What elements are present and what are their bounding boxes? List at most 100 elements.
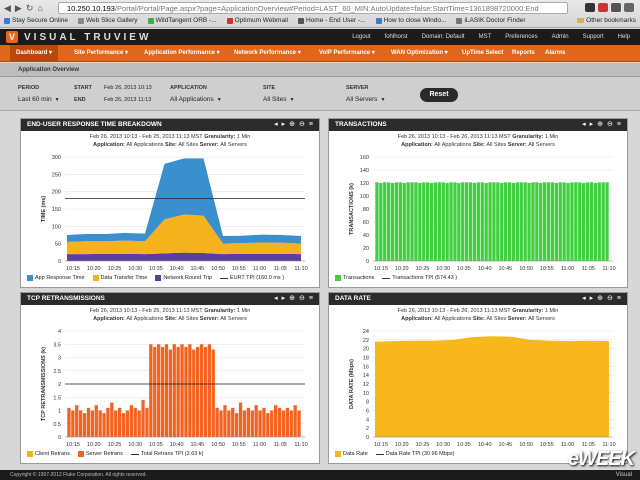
area-series-0 [67,252,301,261]
zoom-out-icon[interactable]: ⊖ [607,295,613,302]
menu-icon[interactable]: ≡ [308,295,313,302]
arrow-right-icon[interactable]: ▸ [281,295,286,302]
chevron-down-icon: ▼ [216,97,222,103]
panel-transactions: TRANSACTIONS ◂ ▸ ⊕ ⊖ ≡ Feb 26, 2013 10:13 - Fe… [328,118,628,288]
menu-icon[interactable]: ≡ [308,121,313,128]
header-link[interactable]: Logout [352,34,371,40]
header-link[interactable]: Help [617,34,630,40]
extension-icon[interactable] [598,3,608,12]
reload-icon[interactable]: ↻ [25,3,34,13]
zoom-in-icon[interactable]: ⊕ [597,121,604,128]
period-select[interactable]: Last 60 min ▼ [18,96,60,103]
bar [492,182,496,261]
legend-item[interactable]: Transactions TPI (574.43 ) [382,275,457,281]
nav-item[interactable]: WAN Optimization ▾ [391,50,448,56]
home-icon[interactable]: ⌂ [37,3,43,13]
zoom-out-icon[interactable]: ⊖ [299,295,305,302]
bookmark-item[interactable]: Web Slice Gallery [78,17,138,24]
x-tick-label: 10:20 [87,266,101,272]
bookmark-item[interactable]: WildTangent ORB -... [147,17,217,24]
bar [535,182,539,261]
menu-icon[interactable] [624,3,634,12]
bar [199,344,204,437]
application-val: All Applications [126,316,164,322]
x-tick-label: 11:05 [582,442,595,448]
bar [402,183,406,261]
nav-item[interactable]: Alarms [545,50,566,56]
legend-item[interactable]: Client Retrans [27,451,70,457]
nav-item[interactable]: VoIP Performance ▾ [319,50,375,56]
arrow-left-icon[interactable]: ◂ [274,121,278,128]
nav-item[interactable]: Application Performance ▾ [144,50,220,56]
bar [297,410,301,437]
bookmark-item[interactable]: How to close Windo... [375,17,446,24]
legend-item[interactable]: Network Round Trip [155,275,212,281]
y-tick-label: 24 [363,329,369,335]
application-select[interactable]: All Applications ▼ [170,96,222,103]
zoom-in-icon[interactable]: ⊕ [597,295,604,302]
address-bar[interactable]: 10.250.10.193/Portal/Portal/Page.aspx?pa… [58,2,568,14]
arrow-right-icon[interactable]: ▸ [589,121,594,128]
nav-item[interactable]: Network Performance ▾ [234,50,301,56]
arrow-right-icon[interactable]: ▸ [281,121,286,128]
nav-item[interactable]: UpTime Select [462,50,504,56]
x-tick-label: 11:05 [582,266,595,272]
x-tick-label: 10:45 [190,266,204,272]
back-icon[interactable]: ◀ [4,3,11,13]
header-link[interactable]: Support [582,34,604,40]
zoom-out-icon[interactable]: ⊖ [607,121,613,128]
legend-item[interactable]: Total Retrans TPI (2.63 k) [130,451,203,457]
y-tick-label: 0 [58,259,61,265]
bookmark-item[interactable]: iLASIK Doctor Finder [456,17,526,24]
legend-item[interactable]: Data Rate TPI (30.96 Mbps) [375,451,455,457]
legend-item[interactable]: App Response Time [27,275,85,281]
extension-icon[interactable] [585,3,595,12]
bar [274,405,278,437]
menu-icon[interactable]: ≡ [616,295,621,302]
menu-icon[interactable]: ≡ [616,121,621,128]
site-select[interactable]: All Sites ▼ [263,96,294,103]
bar [82,413,87,437]
y-tick-label: 3.5 [53,342,61,348]
other-bookmarks[interactable]: Other bookmarks [577,17,636,24]
legend-label: Data Rate TPI (30.96 Mbps) [385,451,455,457]
extension-icon[interactable] [611,3,621,12]
header-link[interactable]: Admin [551,34,569,40]
header-link[interactable]: Preferences [505,34,538,40]
bar [472,183,477,261]
nav-item[interactable]: Site Performance ▾ [74,50,129,56]
bar [394,182,399,261]
bookmark-item[interactable]: Optimum Webmail [226,17,288,24]
zoom-in-icon[interactable]: ⊕ [289,121,296,128]
legend-item[interactable]: Data Transfer Time [92,275,147,281]
granularity-label: Granularity: [510,134,545,140]
bar [523,182,527,261]
application-key: Application: [93,142,127,148]
legend-item[interactable]: Server Retrans [77,451,123,457]
bookmark-item[interactable]: Home - End User -... [297,17,366,24]
legend-swatch [77,451,84,457]
legend-item[interactable]: Transactions [335,275,374,281]
legend-item[interactable]: Data Rate [335,451,368,457]
reset-button[interactable]: Reset [420,88,458,102]
arrow-left-icon[interactable]: ◂ [582,295,586,302]
bar [468,182,473,261]
x-tick-label: 10:30 [128,442,142,448]
arrow-left-icon[interactable]: ◂ [274,295,278,302]
legend-item[interactable]: EURT TPI (160.0 ms ) [219,275,284,281]
app-logo: V VISUAL TRUVIEW [6,31,151,43]
nav-item[interactable]: Reports [512,50,535,56]
bar [570,182,574,261]
y-tick-label: 80 [363,207,369,213]
arrow-left-icon[interactable]: ◂ [582,121,586,128]
y-tick-label: 20 [363,246,369,252]
zoom-in-icon[interactable]: ⊕ [289,295,296,302]
server-select[interactable]: All Servers ▼ [346,96,385,103]
zoom-out-icon[interactable]: ⊖ [299,121,305,128]
bar [235,413,239,437]
arrow-right-icon[interactable]: ▸ [589,295,594,302]
forward-icon[interactable]: ▶ [14,3,22,13]
nav-item[interactable]: Dashboard ▾ [10,45,59,62]
panel-title-text: TCP RETRANSMISSIONS [27,295,105,302]
bookmark-item[interactable]: Stay Secure Online [4,17,68,24]
